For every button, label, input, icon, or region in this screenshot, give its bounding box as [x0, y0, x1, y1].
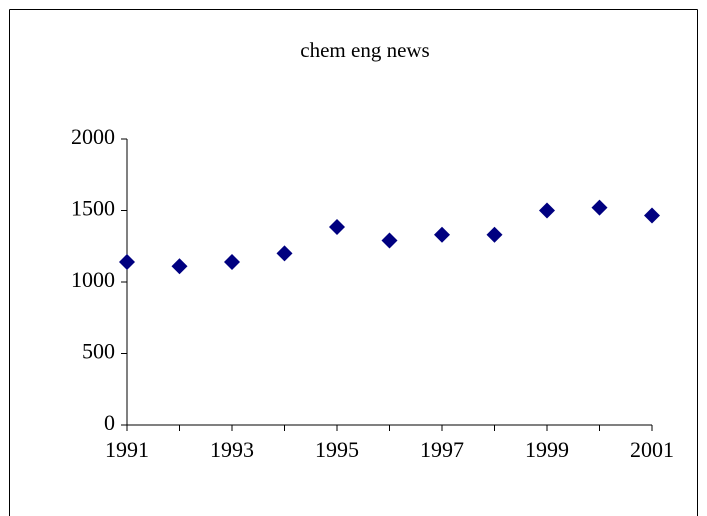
x-tick-label: 1995 — [315, 437, 359, 462]
y-tick-label: 0 — [104, 410, 115, 435]
point — [434, 226, 450, 243]
y-tick-label: 2000 — [71, 124, 115, 149]
point — [591, 199, 608, 216]
y-tick-label: 1000 — [71, 267, 115, 292]
point — [644, 207, 660, 224]
point — [276, 245, 293, 262]
y-tick-label: 500 — [82, 339, 115, 364]
point — [224, 253, 240, 270]
point — [381, 232, 398, 249]
x-tick-label: 1991 — [105, 437, 149, 462]
point — [486, 226, 503, 243]
chart-title: chem eng news — [300, 38, 429, 62]
x-tick-label: 2001 — [630, 437, 674, 462]
y-tick-label: 1500 — [71, 196, 115, 221]
point — [119, 253, 135, 270]
x-tick-label: 1993 — [210, 437, 254, 462]
x-tick-label: 1999 — [525, 437, 569, 462]
point — [539, 202, 555, 219]
x-tick-label: 1997 — [420, 437, 464, 462]
point — [329, 218, 345, 235]
point — [171, 258, 188, 275]
